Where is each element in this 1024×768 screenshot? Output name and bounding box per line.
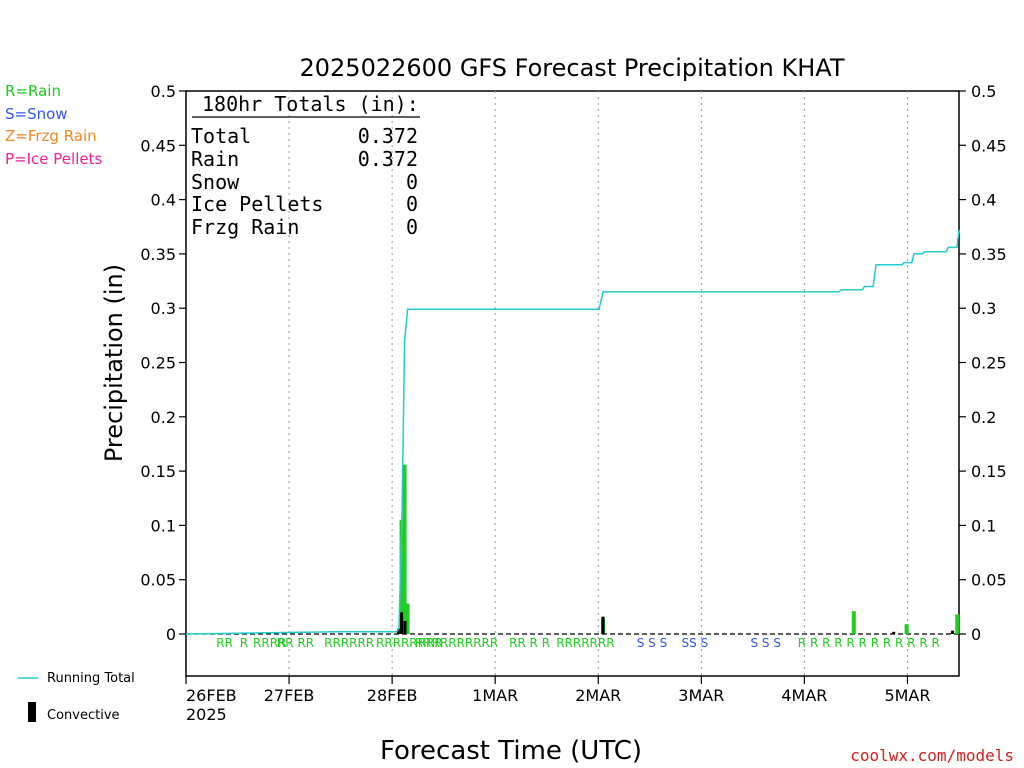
ptype-marker: S S S bbox=[751, 636, 781, 650]
x-tick-label: 5MAR bbox=[884, 686, 930, 705]
ptype-marker: SS S bbox=[682, 636, 709, 650]
x-axis-label: Forecast Time (UTC) bbox=[380, 736, 642, 766]
y-tick-label-right: 0.25 bbox=[971, 354, 1007, 373]
y-tick-label-left: 0.35 bbox=[140, 245, 176, 264]
totals-value-frzg-rain: 0 bbox=[406, 215, 418, 239]
y-tick-label-left: 0.15 bbox=[140, 462, 176, 481]
y-axis: 0 00.05 0.050.1 0.10.15 0.150.2 0.20.25 0.250.… bbox=[140, 82, 1006, 644]
legend-ice-pellets: P=Ice Pellets bbox=[5, 150, 102, 168]
ptype-marker: RRRR bbox=[253, 636, 286, 650]
running-total-legend-label: Running Total bbox=[47, 671, 135, 686]
precip-bar bbox=[399, 519, 404, 634]
x-tick-label: 26FEB bbox=[186, 686, 237, 705]
ptype-marker: RR R R bbox=[509, 636, 550, 650]
legend-frzg-rain: Z=Frzg Rain bbox=[5, 127, 97, 145]
y-axis-label: Precipitation (in) bbox=[100, 264, 128, 462]
x-tick-label: 28FEB bbox=[367, 686, 418, 705]
totals-value-ice-pellets: 0 bbox=[406, 192, 418, 216]
x-tick-sublabel: 2025 bbox=[186, 705, 227, 724]
y-tick-label-right: 0.2 bbox=[971, 408, 996, 427]
y-tick-label-right: 0.4 bbox=[971, 191, 996, 210]
y-tick-label-left: 0.1 bbox=[151, 516, 176, 535]
x-tick-label: 1MAR bbox=[472, 686, 518, 705]
totals-label-snow: Snow bbox=[191, 170, 240, 194]
convective-bar bbox=[403, 620, 407, 634]
precip-bar bbox=[402, 464, 407, 634]
y-tick-label-left: 0.3 bbox=[151, 299, 176, 318]
x-tick-label: 2MAR bbox=[575, 686, 621, 705]
totals-box: 180hr Totals (in): Total 0.372 Rain 0.37… bbox=[191, 92, 420, 239]
ptype-marker: RRRRRRRRRR bbox=[415, 636, 498, 650]
ptype-marker: RRRRRR bbox=[324, 636, 374, 650]
plot-frame bbox=[185, 90, 960, 677]
totals-label-rain: Rain bbox=[191, 147, 239, 171]
convective-legend-label: Convective bbox=[47, 708, 120, 723]
legend-rain: R=Rain bbox=[5, 82, 61, 100]
y-tick-label-left: 0 bbox=[166, 625, 176, 644]
totals-value-snow: 0 bbox=[406, 170, 418, 194]
series-legend: Running Total Convective bbox=[18, 671, 135, 723]
ptype-marker: RRRRRRR bbox=[556, 636, 614, 650]
precip-bar bbox=[904, 624, 909, 634]
ptype-marker: R bbox=[240, 636, 248, 650]
y-tick-label-right: 0.3 bbox=[971, 299, 996, 318]
ptype-marker: RR RR bbox=[277, 636, 314, 650]
running-total-line bbox=[185, 229, 960, 635]
ptype-marker: R R R R R R R R R R R R bbox=[798, 636, 940, 650]
y-tick-label-left: 0.2 bbox=[151, 408, 176, 427]
convective-bar bbox=[951, 630, 955, 634]
y-tick-label-right: 0.1 bbox=[971, 516, 996, 535]
x-tick-label: 27FEB bbox=[264, 686, 315, 705]
convective-bar bbox=[400, 612, 404, 634]
x-tick-label: 4MAR bbox=[781, 686, 827, 705]
totals-header: 180hr Totals (in): bbox=[202, 92, 419, 116]
y-tick-label-right: 0 bbox=[971, 625, 981, 644]
y-tick-label-left: 0.5 bbox=[151, 82, 176, 101]
day-gridlines bbox=[288, 91, 908, 676]
totals-label-total: Total bbox=[191, 124, 251, 148]
precip-bar bbox=[955, 614, 960, 634]
totals-label-frzg-rain: Frzg Rain bbox=[191, 215, 299, 239]
y-tick-label-left: 0.25 bbox=[140, 354, 176, 373]
precip-bar bbox=[405, 603, 410, 634]
y-tick-label-right: 0.5 bbox=[971, 82, 996, 101]
convective-bar bbox=[892, 631, 896, 634]
convective-bar bbox=[601, 616, 605, 634]
totals-value-rain: 0.372 bbox=[358, 147, 418, 171]
totals-label-ice-pellets: Ice Pellets bbox=[191, 192, 323, 216]
convective-bars bbox=[397, 612, 955, 634]
y-tick-label-right: 0.45 bbox=[971, 136, 1007, 155]
y-tick-label-right: 0.35 bbox=[971, 245, 1007, 264]
y-tick-label-right: 0.15 bbox=[971, 462, 1007, 481]
x-tick-label: 3MAR bbox=[678, 686, 724, 705]
y-tick-label-left: 0.45 bbox=[140, 136, 176, 155]
precip-bar bbox=[851, 611, 856, 634]
totals-value-total: 0.372 bbox=[358, 124, 418, 148]
credit-text: coolwx.com/models bbox=[850, 746, 1014, 765]
ptype-marker: RR bbox=[216, 636, 233, 650]
precip-type-legend: R=Rain S=Snow Z=Frzg Rain P=Ice Pellets bbox=[5, 82, 102, 168]
ptype-marker: S S S bbox=[637, 636, 667, 650]
chart-title: 2025022600 GFS Forecast Precipitation KH… bbox=[300, 54, 845, 82]
legend-snow: S=Snow bbox=[5, 105, 68, 123]
precip-bars bbox=[396, 464, 960, 634]
y-tick-label-left: 0.4 bbox=[151, 191, 176, 210]
y-tick-label-right: 0.05 bbox=[971, 571, 1007, 590]
ptype-marker: RRRRRRRR bbox=[376, 636, 443, 650]
convective-bar bbox=[397, 628, 401, 634]
y-tick-label-left: 0.05 bbox=[140, 571, 176, 590]
convective-swatch bbox=[28, 702, 36, 722]
